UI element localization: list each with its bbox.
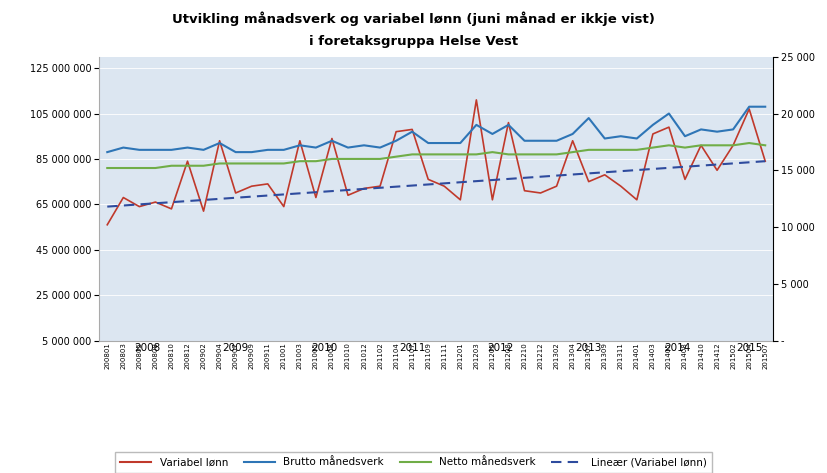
Text: 2009: 2009 bbox=[222, 343, 249, 353]
Text: i foretaksgruppa Helse Vest: i foretaksgruppa Helse Vest bbox=[309, 35, 518, 48]
Text: 2013: 2013 bbox=[576, 343, 602, 353]
Text: 2015: 2015 bbox=[736, 343, 762, 353]
Legend: Variabel lønn, Brutto månedsverk, Netto månedsverk, Lineær (Variabel lønn): Variabel lønn, Brutto månedsverk, Netto … bbox=[115, 452, 712, 473]
Text: 2012: 2012 bbox=[487, 343, 514, 353]
Text: 2011: 2011 bbox=[399, 343, 425, 353]
Text: 2008: 2008 bbox=[134, 343, 160, 353]
Text: 2010: 2010 bbox=[311, 343, 337, 353]
Text: Utvikling månadsverk og variabel lønn (juni månad er ikkje vist): Utvikling månadsverk og variabel lønn (j… bbox=[172, 12, 655, 26]
Text: 2014: 2014 bbox=[664, 343, 691, 353]
